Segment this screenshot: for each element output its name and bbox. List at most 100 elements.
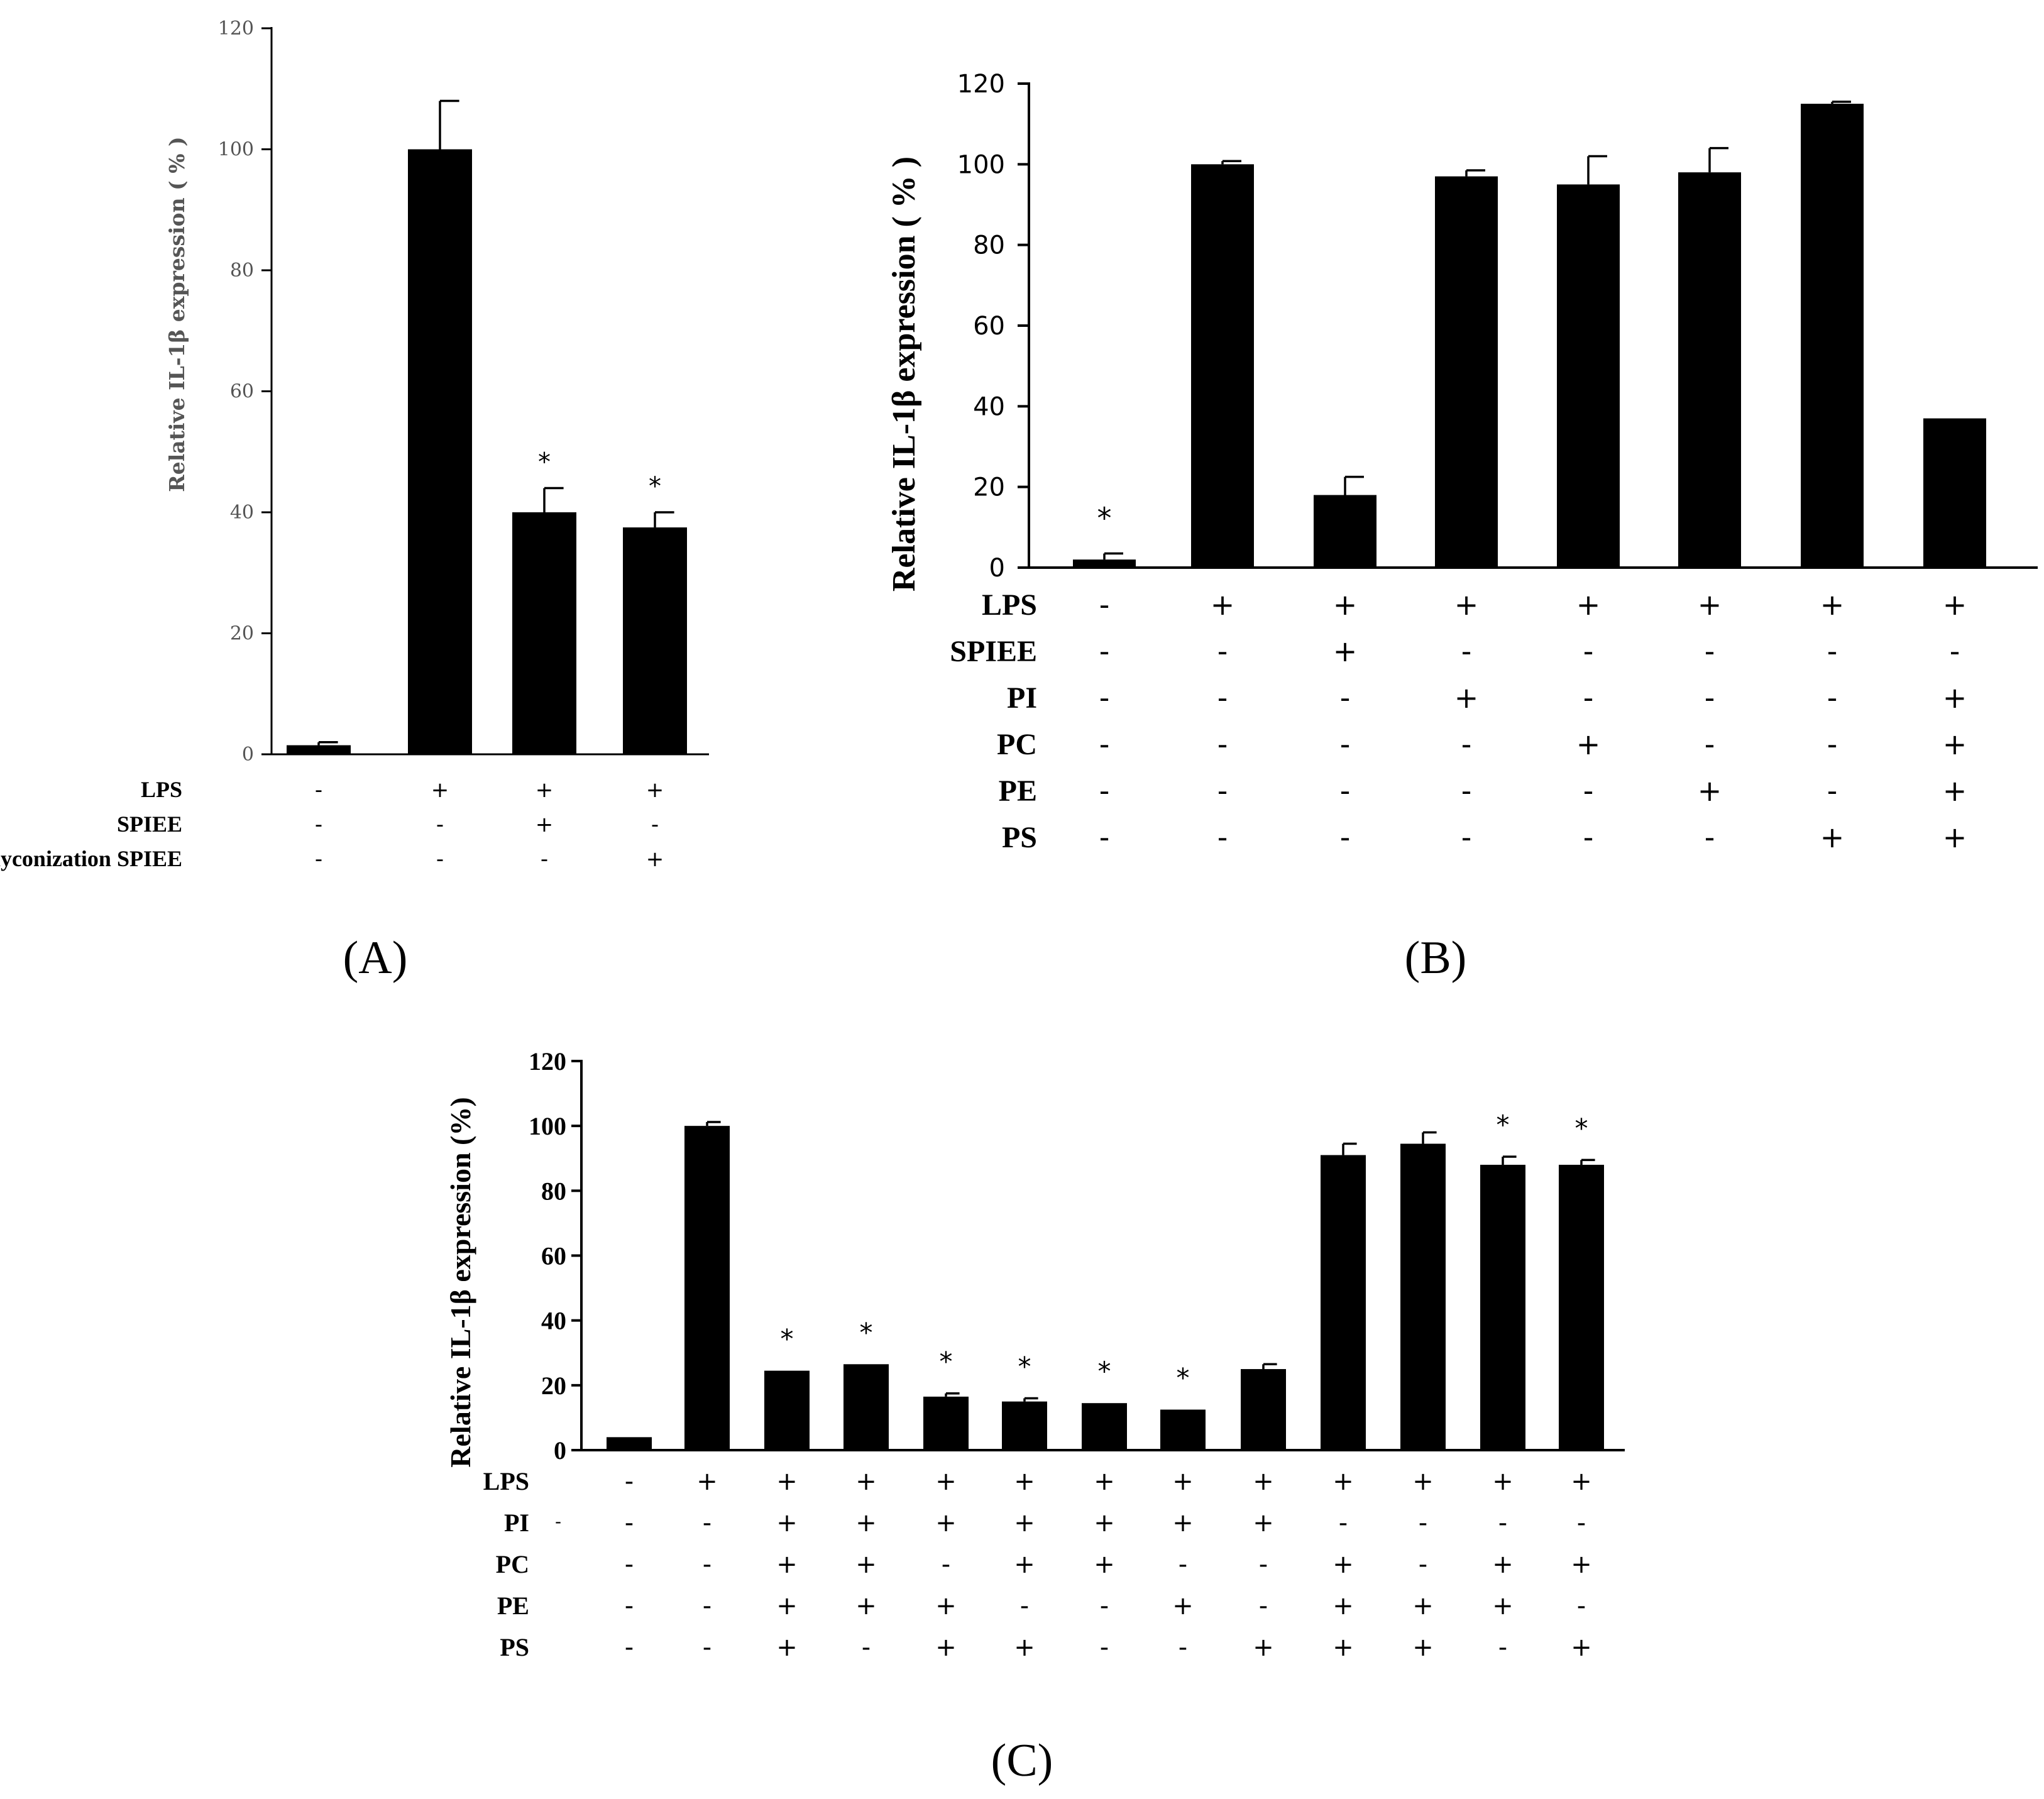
- bar: [684, 1126, 730, 1450]
- treatment-sign: -: [625, 1592, 634, 1620]
- treatment-sign: -: [1419, 1550, 1427, 1579]
- treatment-name: PI: [504, 1509, 529, 1537]
- panel-b-chart: 0 20 40 60 80 100 120 Relative IL-1β expression…: [886, 70, 2038, 984]
- treatment-name: Aglyconization SPIEE: [0, 846, 182, 871]
- bar: [408, 149, 472, 754]
- treatment-sign: +: [1943, 681, 1967, 715]
- treatment-sign: +: [1571, 1550, 1592, 1579]
- significance-marker: *: [1575, 1113, 1588, 1143]
- treatment-sign: -: [1577, 1592, 1586, 1620]
- y-tick-label: 20: [230, 623, 254, 645]
- treatment-sign: +: [1698, 588, 1722, 622]
- treatment-sign: -: [1705, 681, 1715, 715]
- bar: [1082, 1403, 1127, 1450]
- treatment-sign: -: [1259, 1550, 1268, 1579]
- treatment-sign: +: [431, 778, 449, 803]
- treatment-sign: -: [1461, 820, 1472, 854]
- treatment-sign: -: [1950, 634, 1960, 668]
- treatment-sign: +: [1253, 1509, 1274, 1538]
- treatment-sign: +: [776, 1550, 798, 1579]
- treatment-sign: -: [315, 812, 322, 837]
- significance-marker: *: [1018, 1351, 1031, 1382]
- bar: [1678, 172, 1741, 568]
- treatment-sign: -: [1339, 1509, 1348, 1538]
- treatment-sign: -: [1498, 1633, 1507, 1662]
- bar: [512, 512, 576, 754]
- y-tick-label: 100: [218, 139, 254, 161]
- y-tick-label: 0: [242, 744, 254, 766]
- treatment-sign: -: [625, 1550, 634, 1579]
- treatment-sign: -: [541, 847, 548, 872]
- y-tick-label: 100: [529, 1112, 566, 1140]
- treatment-sign: -: [1461, 774, 1472, 808]
- treatment-sign: -: [1583, 820, 1594, 854]
- y-tick-label: 120: [529, 1047, 566, 1076]
- treatment-sign: -: [1099, 681, 1110, 715]
- significance-marker: *: [1497, 1109, 1510, 1140]
- treatment-sign: -: [625, 1467, 634, 1496]
- treatment-sign: -: [1583, 774, 1594, 808]
- treatment-sign: +: [1094, 1550, 1115, 1579]
- treatment-sign: +: [1576, 588, 1601, 622]
- treatment-sign: +: [1820, 588, 1845, 622]
- treatment-sign: +: [1014, 1633, 1035, 1662]
- treatment-sign: -: [436, 812, 444, 837]
- treatment-sign: -: [1099, 588, 1110, 622]
- treatment-sign: +: [1332, 1633, 1354, 1662]
- treatment-sign: -: [1577, 1509, 1586, 1538]
- bar: [1801, 104, 1864, 568]
- y-tick-label: 60: [973, 312, 1005, 341]
- treatment-sign: -: [942, 1550, 950, 1579]
- y-tick-label: 40: [541, 1307, 566, 1335]
- treatment-sign: +: [1211, 588, 1235, 622]
- significance-marker: *: [1177, 1363, 1190, 1394]
- significance-marker: *: [781, 1324, 794, 1355]
- y-tick-label: 80: [541, 1177, 566, 1205]
- treatment-sign: +: [1172, 1592, 1194, 1620]
- treatment-sign: +: [1014, 1550, 1035, 1579]
- treatment-sign: -: [1827, 774, 1838, 808]
- treatment-sign: -: [315, 778, 322, 803]
- treatment-sign: -: [703, 1550, 712, 1579]
- treatment-sign: +: [1412, 1592, 1434, 1620]
- treatment-sign: -: [1827, 727, 1838, 761]
- bar: [764, 1370, 810, 1450]
- treatment-name: PC: [496, 1550, 529, 1578]
- panel-label: (C): [991, 1735, 1053, 1786]
- treatment-sign: -: [1217, 820, 1228, 854]
- treatment-sign: -: [1705, 634, 1715, 668]
- treatment-sign: +: [1014, 1509, 1035, 1538]
- treatment-sign: -: [1498, 1509, 1507, 1538]
- treatment-sign: -: [1099, 774, 1110, 808]
- y-tick-label: 20: [973, 473, 1005, 502]
- y-tick-label: 40: [973, 392, 1005, 421]
- treatment-sign: +: [1492, 1592, 1514, 1620]
- treatment-sign: -: [1705, 820, 1715, 854]
- y-tick-label: 120: [218, 18, 254, 40]
- treatment-sign: +: [1943, 727, 1967, 761]
- treatment-sign: +: [776, 1633, 798, 1662]
- treatment-sign: -: [1461, 727, 1472, 761]
- treatment-sign: -: [436, 847, 444, 872]
- treatment-sign: -: [1217, 681, 1228, 715]
- y-tick-label: 80: [230, 260, 254, 282]
- significance-marker: *: [860, 1317, 873, 1348]
- stray-mark: -: [555, 1511, 561, 1532]
- treatment-sign: -: [862, 1633, 871, 1662]
- treatment-sign: +: [1576, 727, 1601, 761]
- treatment-sign: -: [1583, 634, 1594, 668]
- treatment-sign: -: [1583, 681, 1594, 715]
- treatment-name: PI: [1007, 681, 1037, 715]
- treatment-sign: -: [1340, 774, 1351, 808]
- treatment-sign: -: [1340, 820, 1351, 854]
- treatment-sign: +: [1332, 1550, 1354, 1579]
- treatment-sign: -: [1099, 634, 1110, 668]
- panel-c-chart: 0 20 40 60 80 100 120 Relative IL-1β expression…: [444, 1047, 1625, 1786]
- treatment-sign: +: [536, 778, 554, 803]
- treatment-sign: -: [1217, 634, 1228, 668]
- treatment-sign: +: [1332, 1592, 1354, 1620]
- treatment-sign: +: [1571, 1633, 1592, 1662]
- y-tick-label: 0: [989, 554, 1005, 583]
- treatment-sign: -: [1340, 681, 1351, 715]
- treatment-sign: +: [855, 1509, 877, 1538]
